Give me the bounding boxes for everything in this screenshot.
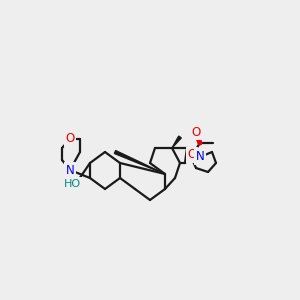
Text: HO: HO: [63, 179, 81, 189]
Polygon shape: [172, 136, 181, 148]
Text: O: O: [65, 133, 75, 146]
Text: N: N: [196, 151, 204, 164]
Text: N: N: [66, 164, 74, 176]
Text: O: O: [191, 125, 201, 139]
Polygon shape: [114, 151, 165, 174]
Text: O: O: [188, 148, 196, 161]
